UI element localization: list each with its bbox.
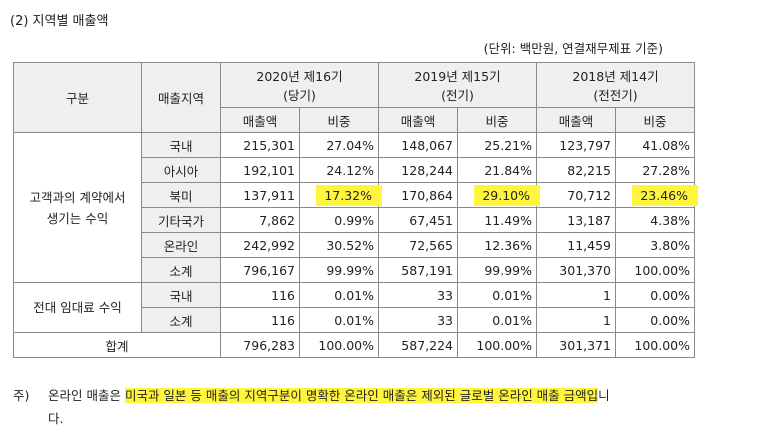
footnote-continuation: 다. — [48, 411, 64, 426]
value-cell: 13,187 — [536, 207, 616, 233]
value-cell: 123,797 — [536, 132, 616, 158]
value-cell: 25.21% — [457, 132, 537, 158]
value-cell: 11.49% — [457, 207, 537, 233]
region-cell: 국내 — [141, 132, 221, 158]
value-cell: 1 — [536, 282, 616, 308]
value-cell: 100.00% — [299, 332, 379, 358]
regional-sales-table: 구분 매출지역 2020년 제16기 (당기) 2019년 제15기 (전기) 20… — [13, 62, 698, 358]
value-cell: 587,224 — [378, 332, 458, 358]
value-cell: 11,459 — [536, 232, 616, 258]
value-cell: 0.01% — [299, 307, 379, 333]
header-year-2020: 2020년 제16기 (당기) — [220, 62, 379, 108]
header-region: 매출지역 — [141, 62, 221, 133]
header-ratio: 비중 — [299, 107, 379, 133]
value-cell: 7,862 — [220, 207, 300, 233]
table-row: 아시아 192,101 24.12% 128,244 21.84% 82,215… — [14, 157, 695, 183]
value-cell: 148,067 — [378, 132, 458, 158]
region-cell: 아시아 — [141, 157, 221, 183]
footnote-highlight: 미국과 일본 등 매출의 지역구분이 명확한 온라인 매출은 제외된 글로벌 온… — [124, 388, 599, 403]
value-cell: 0.00% — [615, 282, 695, 308]
value-cell: 30.52% — [299, 232, 379, 258]
region-cell: 온라인 — [141, 232, 221, 258]
header-year-2018: 2018년 제14기 (전전기) — [536, 62, 695, 108]
unit-note: (단위: 백만원, 연결재무제표 기준) — [483, 41, 663, 56]
value-cell: 21.84% — [457, 157, 537, 183]
table-row: 기타국가 7,862 0.99% 67,451 11.49% 13,187 4.… — [14, 207, 695, 233]
value-cell: 27.04% — [299, 132, 379, 158]
header-category: 구분 — [13, 62, 142, 133]
value-cell: 0.01% — [457, 307, 537, 333]
total-row: 합계 796,283 100.00% 587,224 100.00% 301,3… — [13, 332, 695, 358]
value-cell: 100.00% — [615, 332, 695, 358]
value-cell: 12.36% — [457, 232, 537, 258]
region-cell-highlighted: 북미 — [141, 182, 221, 208]
value-cell: 128,244 — [378, 157, 458, 183]
value-cell: 242,992 — [220, 232, 300, 258]
region-cell: 기타국가 — [141, 207, 221, 233]
value-cell: 100.00% — [457, 332, 537, 358]
value-cell-highlighted: 29.10% — [457, 182, 540, 208]
value-cell: 33 — [378, 307, 458, 333]
region-cell: 국내 — [141, 282, 221, 308]
footnote-mark: 주) — [13, 388, 30, 403]
table-row: 온라인 242,992 30.52% 72,565 12.36% 11,459 … — [14, 232, 695, 258]
value-cell: 0.00% — [615, 307, 695, 333]
value-cell: 116 — [220, 307, 300, 333]
value-cell: 192,101 — [220, 157, 300, 183]
value-cell: 67,451 — [378, 207, 458, 233]
value-cell: 301,371 — [536, 332, 616, 358]
value-cell-highlighted: 23.46% — [615, 182, 698, 208]
value-cell: 587,191 — [378, 257, 458, 283]
value-cell: 72,565 — [378, 232, 458, 258]
footnote: 주) 온라인 매출은 미국과 일본 등 매출의 지역구분이 명확한 온라인 매출은… — [13, 386, 758, 406]
table-row: 고객과의 계약에서 생기는 수익 국내 215,301 27.04% 148,06… — [13, 132, 695, 283]
region-cell: 소계 — [141, 257, 221, 283]
footnote-text: 온라인 매출은 — [48, 388, 125, 403]
value-cell: 99.99% — [457, 257, 537, 283]
value-cell: 796,167 — [220, 257, 300, 283]
value-cell: 3.80% — [615, 232, 695, 258]
header-ratio: 비중 — [615, 107, 695, 133]
table-row: 전대 임대료 수익 국내 116 0.01% 33 0.01% 1 0.00% — [13, 282, 695, 333]
value-cell: 796,283 — [220, 332, 300, 358]
header-sales: 매출액 — [378, 107, 458, 133]
value-cell: 1 — [536, 307, 616, 333]
value-cell: 27.28% — [615, 157, 695, 183]
header-year-2019: 2019년 제15기 (전기) — [378, 62, 537, 108]
group-label-sublease-revenue: 전대 임대료 수익 — [13, 282, 142, 333]
table-row: 소계 796,167 99.99% 587,191 99.99% 301,370… — [14, 257, 695, 283]
value-cell: 33 — [378, 282, 458, 308]
header-sales: 매출액 — [220, 107, 300, 133]
region-cell: 소계 — [141, 307, 221, 333]
value-cell: 0.01% — [457, 282, 537, 308]
header-sales: 매출액 — [536, 107, 616, 133]
value-cell: 301,370 — [536, 257, 616, 283]
value-cell: 100.00% — [615, 257, 695, 283]
section-title: (2) 지역별 매출액 — [10, 14, 109, 29]
footnote-tail: 니 — [598, 388, 610, 403]
value-cell: 0.01% — [299, 282, 379, 308]
value-cell: 116 — [220, 282, 300, 308]
value-cell: 70,712 — [536, 182, 616, 208]
value-cell: 99.99% — [299, 257, 379, 283]
value-cell: 215,301 — [220, 132, 300, 158]
value-cell: 137,911 — [220, 182, 300, 208]
value-cell: 0.99% — [299, 207, 379, 233]
value-cell-highlighted: 17.32% — [299, 182, 382, 208]
value-cell: 4.38% — [615, 207, 695, 233]
value-cell: 170,864 — [378, 182, 458, 208]
value-cell: 41.08% — [615, 132, 695, 158]
value-cell: 24.12% — [299, 157, 379, 183]
header-ratio: 비중 — [457, 107, 537, 133]
group-label-contract-revenue: 고객과의 계약에서 생기는 수익 — [13, 132, 142, 283]
total-label: 합계 — [13, 332, 221, 358]
value-cell: 82,215 — [536, 157, 616, 183]
